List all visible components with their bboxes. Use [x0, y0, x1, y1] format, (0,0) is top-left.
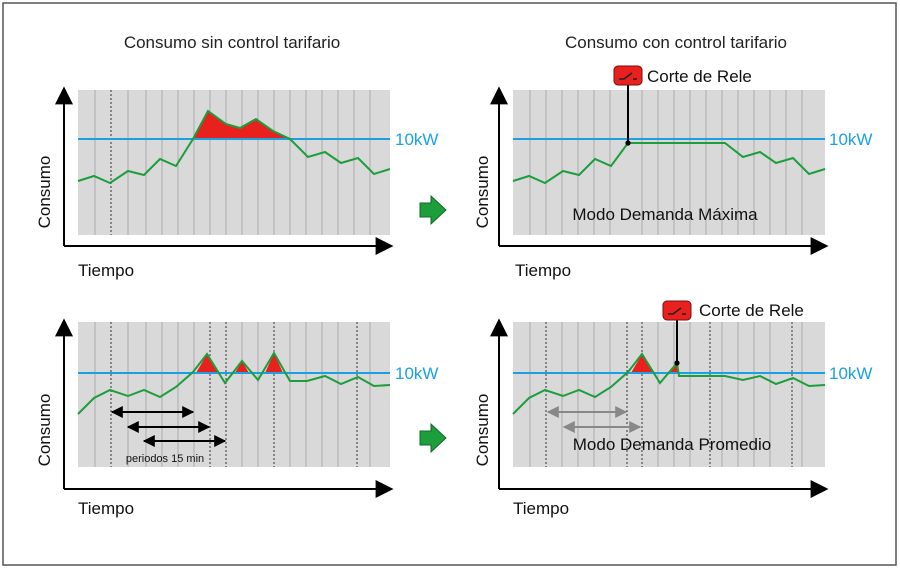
outer-border — [2, 2, 897, 566]
period-arrows — [546, 406, 642, 433]
periods-label: periodos 15 min — [126, 453, 204, 465]
grid-lines — [94, 90, 371, 235]
relay-cut-point — [674, 360, 680, 366]
green-right-arrow-icon — [419, 194, 447, 226]
threshold-label: 10kW — [829, 364, 872, 383]
relay-cut-point — [625, 140, 631, 146]
panel-bottom-right: Corte de Rele Modo Demanda Promedio Cons… — [473, 300, 872, 518]
y-axis-label: Consumo — [35, 156, 54, 229]
threshold-label: 10kW — [395, 130, 438, 149]
y-axis-label: Consumo — [473, 394, 492, 467]
x-axis-label: Tiempo — [78, 499, 134, 518]
panel-top-left: Consumo Tiempo 10kW — [35, 86, 438, 280]
grid-lines — [529, 90, 803, 235]
y-axis-label: Consumo — [473, 156, 492, 229]
threshold-label: 10kW — [829, 130, 872, 149]
consumption-line — [512, 352, 826, 415]
period-dividers — [545, 322, 793, 467]
green-right-arrow-icon — [419, 422, 447, 454]
title-left: Consumo sin control tarifario — [124, 33, 340, 52]
relay-switch-icon — [613, 65, 643, 86]
x-axis-label: Tiempo — [78, 261, 134, 280]
relay-label: Corte de Rele — [647, 67, 752, 86]
panel-top-right: Corte de Rele Modo Demanda Máxima Consum… — [473, 65, 872, 280]
y-axis-label: Consumo — [35, 394, 54, 467]
threshold-label: 10kW — [395, 364, 438, 383]
consumption-line — [77, 109, 391, 185]
title-right: Consumo con control tarifario — [565, 33, 787, 52]
x-axis-label: Tiempo — [513, 499, 569, 518]
grid-lines — [529, 322, 803, 467]
period-arrows — [110, 406, 227, 447]
mode-label: Modo Demanda Máxima — [572, 205, 758, 224]
consumption-line — [77, 351, 391, 415]
mode-label: Modo Demanda Promedio — [573, 435, 771, 454]
relay-switch-icon — [662, 300, 692, 321]
panel-bottom-left: periodos 15 min Consumo Tiempo 10kW — [35, 318, 438, 518]
x-axis-label: Tiempo — [515, 261, 571, 280]
plot-area — [513, 90, 825, 235]
excess-areas — [196, 353, 283, 373]
relay-label: Corte de Rele — [699, 301, 804, 320]
